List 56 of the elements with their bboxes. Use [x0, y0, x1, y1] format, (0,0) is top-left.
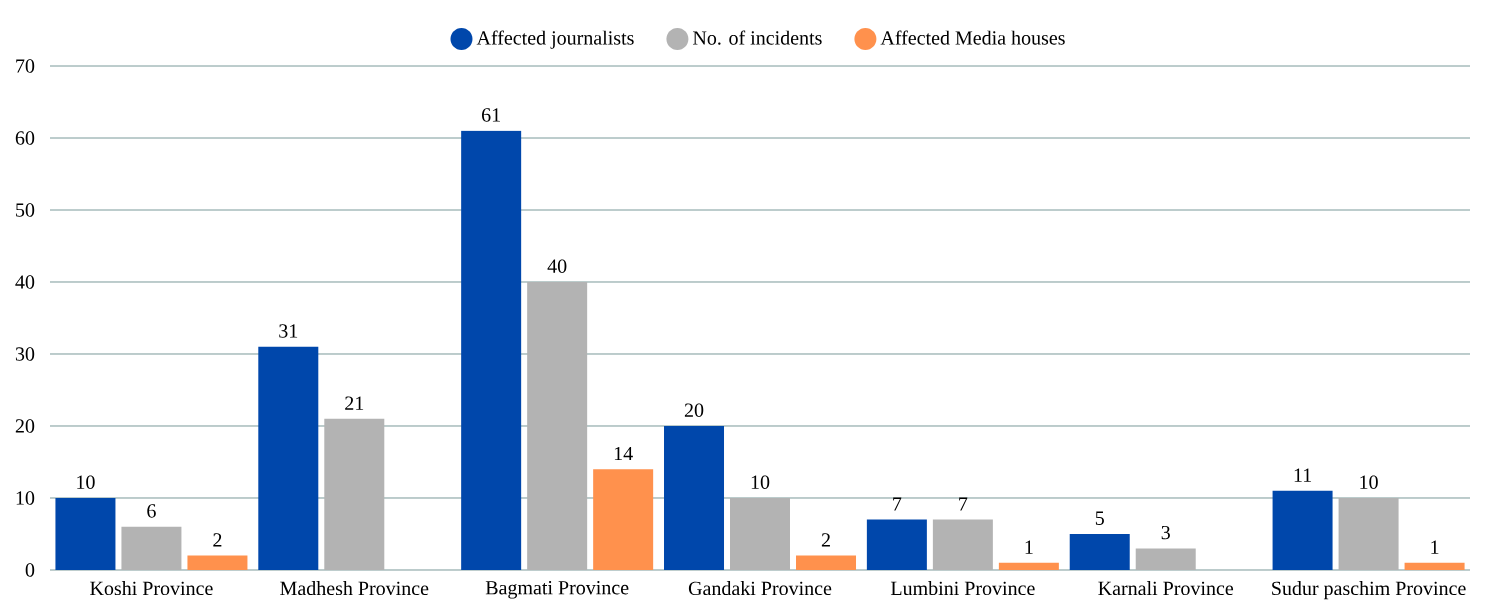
data-label: 1 [1025, 540, 1033, 554]
y-tick-label: 10 [16, 491, 35, 505]
data-label: 2 [821, 533, 830, 547]
y-tick-label: 30 [15, 347, 35, 361]
legend-label: No. of incidents [692, 30, 822, 45]
bar [1272, 490, 1333, 570]
bar [324, 418, 385, 570]
bar [55, 497, 116, 570]
bar [1135, 548, 1196, 570]
data-label: 11 [1294, 468, 1312, 482]
legend-label: Affected journalists [476, 30, 634, 49]
data-label: 21 [345, 396, 364, 410]
bar [527, 281, 588, 570]
data-label: 14 [614, 446, 633, 461]
bar [932, 519, 993, 570]
bar [1404, 562, 1465, 570]
y-tick-label: 20 [15, 419, 35, 433]
y-tick-label: 0 [25, 563, 35, 577]
x-tick-label: Koshi Province [90, 581, 213, 596]
data-label: 10 [77, 475, 95, 489]
bar [664, 425, 725, 570]
data-label: 10 [751, 475, 770, 489]
y-tick-label: 50 [16, 203, 35, 217]
bar [730, 497, 791, 570]
data-label: 31 [279, 324, 298, 338]
y-tick-label: 60 [15, 131, 35, 145]
data-label: 40 [547, 259, 567, 273]
data-label: 6 [147, 504, 156, 518]
y-tick-label: 40 [15, 275, 35, 289]
legend-label: Affected Media houses [880, 30, 1065, 45]
data-label: 2 [213, 533, 222, 547]
data-label: 3 [1161, 525, 1170, 540]
data-label: 7 [893, 497, 902, 511]
data-label: 5 [1095, 511, 1104, 525]
y-tick-label: 70 [16, 59, 35, 73]
bar [866, 519, 927, 570]
bar [1069, 533, 1130, 570]
data-label: 10 [1360, 475, 1378, 489]
data-label: 20 [684, 403, 704, 417]
x-tick-label: Bagmati Province [485, 581, 629, 599]
x-tick-label: Lumbini Province [890, 581, 1035, 596]
bar [258, 346, 319, 570]
data-label: 1 [1431, 540, 1439, 554]
data-label: 61 [482, 108, 500, 122]
bar [121, 526, 182, 570]
bar [461, 130, 522, 570]
data-label: 7 [959, 497, 968, 511]
x-tick-label: Gandaki Province [688, 581, 832, 596]
bar [998, 562, 1059, 570]
bar [593, 469, 654, 570]
bar [187, 555, 248, 570]
x-tick-label: Sudur paschim Province [1272, 581, 1466, 600]
bar [796, 555, 857, 570]
x-tick-label: Karnali Province [1098, 581, 1234, 596]
bar [1338, 497, 1399, 570]
x-tick-label: Madhesh Province [280, 581, 429, 596]
